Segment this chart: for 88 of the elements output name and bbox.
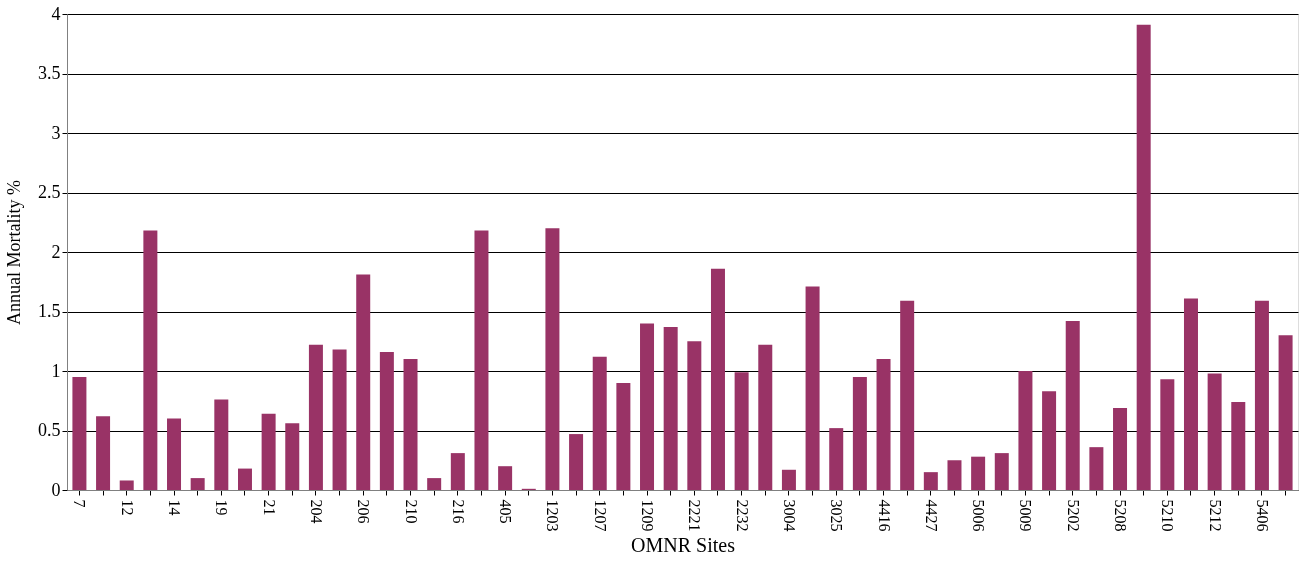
bar [214, 399, 229, 490]
bar [1065, 321, 1080, 490]
bar [1136, 24, 1151, 490]
x-tick-label: 1207 [591, 499, 609, 532]
bar [876, 359, 891, 490]
x-tick-label: 206 [355, 499, 373, 524]
x-tick-label: 14 [166, 499, 184, 516]
bar [616, 382, 631, 490]
x-tick-label: 7 [71, 499, 89, 508]
bar [687, 341, 702, 490]
bar [285, 423, 300, 490]
x-tick-label: 216 [449, 499, 467, 524]
bar [119, 480, 134, 490]
bar [379, 351, 394, 490]
x-tick-label: 3004 [780, 499, 798, 532]
bar [545, 228, 560, 490]
bar [1207, 373, 1222, 490]
x-tick-label: 2221 [686, 499, 704, 532]
x-tick-label: 5210 [1159, 499, 1177, 532]
bar [971, 456, 986, 490]
x-tick-label: 1203 [544, 499, 562, 532]
bar [356, 274, 371, 490]
bar [308, 344, 323, 490]
y-tick-label: 2.5 [38, 182, 61, 202]
bar [1089, 447, 1104, 490]
bar [758, 344, 773, 490]
y-tick-label: 3.5 [38, 63, 61, 83]
bar [190, 478, 205, 490]
bar [167, 418, 182, 490]
bar [947, 460, 962, 490]
x-tick-label: 405 [497, 499, 515, 524]
y-tick-label: 4 [51, 3, 61, 24]
x-tick-label: 19 [213, 499, 231, 516]
x-tick-label: 2232 [733, 499, 751, 532]
bar [1042, 391, 1057, 490]
x-tick-label: 12 [118, 499, 136, 516]
x-tick-label: 5406 [1253, 499, 1271, 532]
bar [1278, 335, 1293, 490]
bar [710, 268, 725, 490]
y-axis-title: Annual Mortality % [4, 180, 24, 325]
x-tick-label: 5212 [1206, 499, 1224, 532]
bar [332, 349, 347, 490]
bar [72, 376, 87, 490]
bar [923, 472, 938, 490]
bar [592, 356, 607, 490]
y-tick-label: 1 [51, 360, 61, 381]
bar [663, 326, 678, 490]
y-tick-label: 2 [51, 241, 61, 262]
x-tick-label: 5006 [970, 499, 988, 532]
bar [498, 466, 513, 490]
bar [237, 468, 252, 490]
bar [900, 300, 915, 490]
bar [403, 359, 418, 490]
bar [569, 434, 584, 490]
bar [829, 428, 844, 490]
x-tick-label: 21 [260, 499, 278, 516]
x-axis-title: OMNR Sites [631, 533, 736, 556]
bar [1018, 371, 1033, 490]
bar [143, 230, 158, 490]
bar [450, 453, 465, 490]
y-tick-label: 3 [51, 122, 61, 143]
x-tick-label: 4416 [875, 499, 893, 532]
y-tick-label: 0 [51, 479, 61, 500]
x-tick-label: 3025 [828, 499, 846, 532]
bar [852, 376, 867, 490]
x-tick-label: 5009 [1017, 499, 1035, 532]
x-tick-label: 1209 [639, 499, 657, 532]
bar [96, 416, 111, 490]
bar [1183, 298, 1198, 490]
bar [474, 230, 489, 490]
bar [1231, 401, 1246, 490]
bar [805, 286, 820, 490]
bar [1254, 300, 1269, 490]
bar [427, 478, 442, 490]
x-tick-label: 4427 [922, 499, 940, 532]
bar [1160, 379, 1175, 490]
bar [734, 372, 749, 490]
y-tick-label: 1.5 [38, 301, 61, 321]
x-tick-label: 5202 [1064, 499, 1082, 532]
x-tick-label: 204 [307, 499, 325, 524]
bar [781, 469, 796, 490]
bar [994, 453, 1009, 490]
bar [1113, 407, 1128, 490]
bar [261, 413, 276, 490]
bar [640, 323, 655, 490]
y-tick-label: 0.5 [38, 420, 61, 440]
x-tick-label: 210 [402, 499, 420, 524]
x-tick-label: 5208 [1112, 499, 1130, 532]
